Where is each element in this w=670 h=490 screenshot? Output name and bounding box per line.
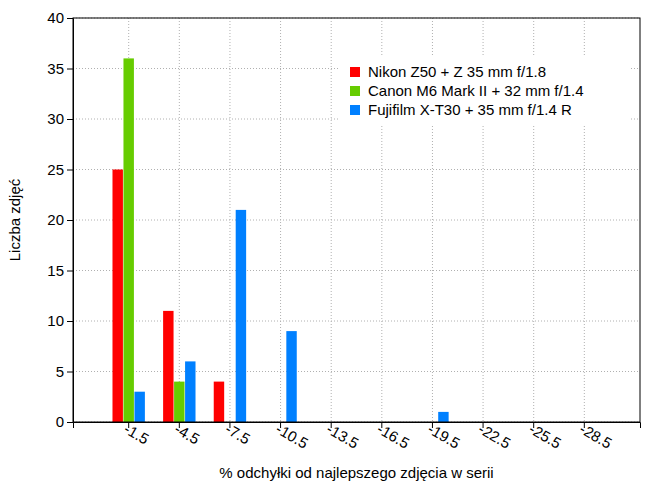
y-tick: 35 <box>47 60 73 77</box>
legend: Nikon Z50 + Z 35 mm f/1.8 Canon M6 Mark I… <box>340 56 630 125</box>
x-axis-line <box>74 423 641 429</box>
bar <box>438 412 448 422</box>
tick-label: -7.5 <box>222 420 253 448</box>
tick-mark <box>67 321 73 322</box>
bar <box>174 382 184 422</box>
grid-line <box>73 270 640 271</box>
x-tick: -1.5 <box>121 420 152 448</box>
tick-label: 20 <box>47 211 64 228</box>
tick-label: -1.5 <box>121 420 152 448</box>
bar <box>123 58 133 422</box>
chart: 0510152025303540-1.5-4.5-7.5-10.5-13.5-1… <box>0 0 670 490</box>
x-tick: -28.5 <box>577 420 615 452</box>
grid-line <box>73 220 640 221</box>
grid-line <box>73 169 640 170</box>
bar <box>185 361 195 422</box>
x-tick: -19.5 <box>425 420 463 452</box>
y-tick: 0 <box>56 413 73 430</box>
tick-label: 25 <box>47 161 64 178</box>
legend-item: Fujifilm X-T30 + 35 mm f/1.4 R <box>350 101 572 118</box>
grid-line <box>331 18 332 422</box>
plot-frame <box>73 18 640 422</box>
tick-label: 10 <box>47 312 64 329</box>
x-tick: -13.5 <box>324 420 362 452</box>
grid-line <box>179 18 180 422</box>
legend-label: Canon M6 Mark II + 32 mm f/1.4 <box>368 82 584 99</box>
x-tick: -10.5 <box>273 420 311 452</box>
x-tick: -7.5 <box>222 420 253 448</box>
tick-label: 35 <box>47 60 64 77</box>
legend-swatch <box>350 67 360 77</box>
tick-label: -16.5 <box>374 420 412 452</box>
tick-label: -4.5 <box>172 420 203 448</box>
plot: 0510152025303540-1.5-4.5-7.5-10.5-13.5-1… <box>47 9 640 451</box>
x-tick: -16.5 <box>374 420 412 452</box>
bar <box>134 392 144 422</box>
legend-swatch <box>350 86 360 96</box>
y-axis: 0 5 10 15 20 25 30 35 40 <box>47 9 73 430</box>
grid-line <box>280 18 281 422</box>
tick-label: -13.5 <box>324 420 362 452</box>
x-tick: -4.5 <box>172 420 203 448</box>
tick-mark <box>67 119 73 120</box>
tick-label: 30 <box>47 110 64 127</box>
tick-mark <box>67 170 73 171</box>
bar <box>163 311 173 422</box>
legend-box <box>340 56 630 125</box>
bar <box>112 170 122 423</box>
tick-label: -19.5 <box>425 420 463 452</box>
legend-label: Fujifilm X-T30 + 35 mm f/1.4 R <box>368 101 572 118</box>
grid <box>73 18 640 422</box>
legend-label: Nikon Z50 + Z 35 mm f/1.8 <box>368 63 546 80</box>
grid-line <box>73 321 640 322</box>
y-tick: 25 <box>47 161 73 178</box>
tick-mark <box>67 18 73 19</box>
x-tick: -25.5 <box>526 420 564 452</box>
bar <box>286 331 296 422</box>
y-tick: 10 <box>47 312 73 329</box>
tick-label: -22.5 <box>476 420 514 452</box>
tick-label: 40 <box>47 9 64 26</box>
tick-label: 0 <box>56 413 64 430</box>
y-tick: 20 <box>47 211 73 228</box>
y-axis-line <box>73 19 74 423</box>
tick-label: 5 <box>56 363 64 380</box>
tick-label: 15 <box>47 262 64 279</box>
grid-line <box>229 18 230 422</box>
y-tick: 40 <box>47 9 73 26</box>
tick-mark <box>67 372 73 373</box>
y-tick: 30 <box>47 110 73 127</box>
y-tick: 15 <box>47 262 73 279</box>
tick-label: -25.5 <box>526 420 564 452</box>
grid-line <box>73 371 640 372</box>
tick-mark <box>67 220 73 221</box>
legend-item: Canon M6 Mark II + 32 mm f/1.4 <box>350 82 584 99</box>
tick-mark <box>67 271 73 272</box>
x-axis-title: % odchyłki od najlepszego zdjęcia w seri… <box>219 464 493 481</box>
bar <box>214 382 224 422</box>
y-tick: 5 <box>56 363 73 380</box>
tick-mark <box>67 422 73 423</box>
legend-swatch <box>350 105 360 115</box>
tick-mark <box>67 69 73 70</box>
x-tick: -22.5 <box>476 420 514 452</box>
bar <box>236 210 246 422</box>
tick-label: -10.5 <box>273 420 311 452</box>
legend-item: Nikon Z50 + Z 35 mm f/1.8 <box>350 63 546 80</box>
x-axis: -1.5 -4.5 -7.5 -10.5 -13.5 -16.5 -19.5 -22.5 -25… <box>74 420 641 452</box>
tick-label: -28.5 <box>577 420 615 452</box>
y-axis-title: Liczba zdjęć <box>6 178 23 261</box>
